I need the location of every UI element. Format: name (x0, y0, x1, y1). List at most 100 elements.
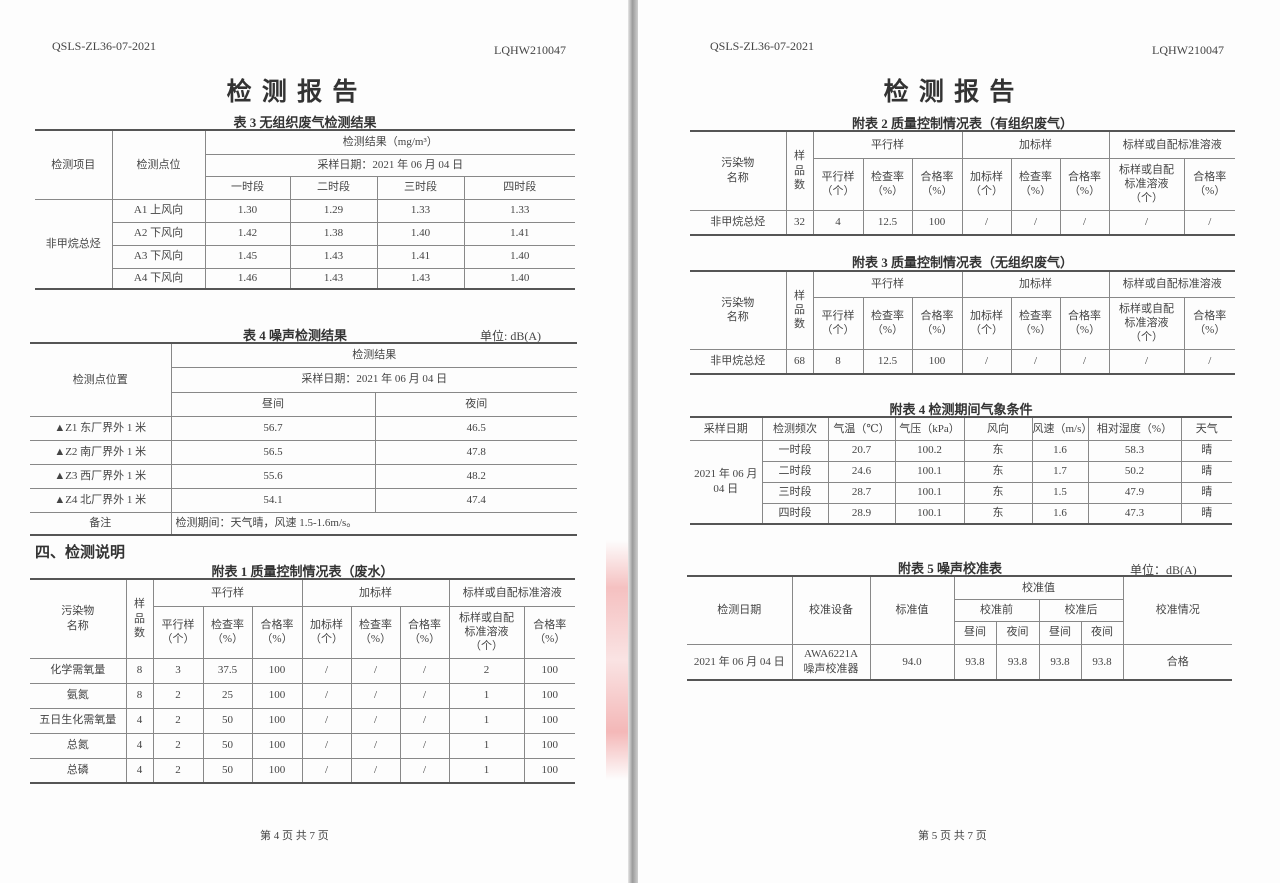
pollutant-name: 非甲烷总烃 (690, 209, 787, 236)
group-spike: 加标样 (301, 578, 450, 607)
group-standard: 标样或自配标准溶液 (448, 578, 576, 607)
header-row: 污染物 名称样 品 数平行样 加标样 标样或自配标准溶液 (690, 270, 1236, 350)
qc-value: 8 (125, 682, 154, 709)
page-title: 检 测 报 告 (226, 79, 360, 106)
monitoring-point: ▲Z2 南厂界外 1 米 (30, 439, 172, 465)
pollutant-name: 总氮 (30, 732, 127, 759)
qc-value: 100 (523, 682, 576, 709)
qc-value: / (1010, 348, 1061, 375)
noise-value: 54.1 (170, 487, 376, 513)
qc-value: 1 (448, 707, 525, 734)
table4-unit: 单位: dB(A) (480, 329, 541, 343)
sampling-date: 采样日期：2021 年 06 月 04 日 (171, 366, 577, 393)
monitoring-point: ▲Z4 北厂界外 1 米 (30, 487, 172, 513)
calibration-value: 94.0 (869, 643, 955, 681)
qc-value: / (301, 732, 352, 759)
table-row: 非甲烷总烃 A1 上风向 1.30 1.29 1.33 1.33 (35, 198, 576, 290)
table3-exhaust-results: 检测项目 检测点位 检测结果（mg/m³） 采样日期：2021 年 06 月 0… (35, 129, 576, 290)
table-row: A4 下风向 1.46 1.43 1.43 1.40 (35, 267, 576, 290)
page-title: 检 测 报 告 (883, 79, 1017, 106)
weather-value: 28.9 (827, 502, 896, 525)
section-title: 四、检测说明 (35, 545, 126, 561)
qc-value: 100 (523, 732, 576, 759)
qc-value: 100 (911, 209, 963, 236)
result-value: 1.41 (376, 244, 465, 269)
qc-value: / (350, 707, 401, 734)
group-parallel: 平行样 (812, 130, 963, 159)
result-header: 检测结果（mg/m³） (204, 129, 576, 155)
col-point: 检测点位置 (30, 342, 172, 417)
qc-value: / (961, 209, 1012, 236)
sampling-date: 2021 年 06 月 04 日 (690, 439, 763, 525)
col-header: 天气 (1180, 416, 1232, 441)
qc-value: 1 (448, 682, 525, 709)
qc-value: 32 (785, 209, 814, 236)
qc-value: / (399, 657, 450, 684)
col-subheader: 检查率 （%） (1010, 157, 1061, 211)
col-subheader: 检查率 （%） (1010, 296, 1061, 350)
table-row: 2021 年 06 月 04 日 AWA6221A 噪声校准器 94.0 93.8 93… (687, 643, 1232, 681)
qc-value: 50 (202, 732, 253, 759)
group-parallel: 平行样 (152, 578, 303, 607)
result-value: 1.40 (463, 267, 576, 290)
page-footer: 第 4 页 共 7 页 (260, 830, 329, 842)
col-subheader: 标样或自配 标准溶液 （个） (1108, 157, 1185, 211)
calibration-value: 93.8 (1080, 643, 1124, 681)
doc-code: QSLS-ZL36-07-2021 (52, 39, 156, 53)
page-footer: 第 5 页 共 7 页 (918, 830, 987, 842)
col-pollutant: 污染物 名称 (690, 130, 787, 211)
group-spike: 加标样 (961, 130, 1110, 159)
table-row: 五日生化需氧量 4 2 50 100///1 100 (30, 707, 576, 734)
table3-caption: 表 3 无组织废气检测结果 (233, 115, 377, 130)
qc-value: / (1183, 348, 1236, 375)
table-row: 非甲烷总烃 68 8 12.5 100// / / / (690, 348, 1236, 375)
table4-caption: 表 4 噪声检测结果 (242, 328, 347, 343)
weather-value: 晴 (1180, 481, 1232, 504)
table-row: 氨氮 8 2 25 100///1 100 (30, 682, 576, 709)
qc-value: / (301, 757, 352, 784)
noise-value: 56.7 (170, 415, 376, 441)
weather-value: 100.1 (894, 460, 965, 483)
qc-value: 100 (911, 348, 963, 375)
col-header: 气温（℃） (827, 416, 896, 441)
qc-value: / (1059, 348, 1110, 375)
qc-value: 2 (152, 732, 204, 759)
table-row: 三时段 28.7 100.1 东 1.5 47.9 晴 (690, 481, 1232, 504)
report-page-4: QSLS-ZL36-07-2021 LQHW210047 检 测 报 告 表 3… (0, 0, 632, 883)
calibration-value: 93.8 (953, 643, 997, 681)
col-night: 夜间 (995, 620, 1040, 645)
period: 二时段 (289, 175, 378, 200)
report-number: LQHW210047 (494, 43, 566, 57)
weather-value: 东 (963, 439, 1033, 462)
result-value: 1.46 (204, 267, 291, 290)
qc-value: / (1108, 348, 1185, 375)
qc-value: / (961, 348, 1012, 375)
pollutant-name: 化学需氧量 (30, 657, 127, 684)
header-row: 平行样 （个） 检查率 （%） 合格率 （%） 加标样 （个） 检查率 （%） 合格率 （… (690, 157, 1236, 211)
qc-value: / (350, 682, 401, 709)
weather-value: 28.7 (827, 481, 896, 504)
col-status: 校准情况 (1122, 575, 1232, 645)
col-day: 昼间 (954, 620, 997, 645)
monitoring-point: ▲Z1 东厂界外 1 米 (30, 415, 172, 441)
qc-value: 3 (152, 657, 204, 684)
result-value: 1.33 (463, 198, 576, 223)
weather-value: 100.2 (894, 439, 965, 462)
qc-value: 4 (125, 757, 154, 784)
col-subheader: 加标样 （个） (301, 605, 352, 659)
qc-value: 100 (523, 757, 576, 784)
weather-value: 1.7 (1031, 460, 1089, 483)
qc-value: 8 (812, 348, 864, 375)
col-subheader: 合格率 （%） (1059, 157, 1110, 211)
qc3-unorganized-exhaust-table: 污染物 名称样 品 数平行样 加标样 标样或自配标准溶液 平行样 （个） 检查率 （%）… (690, 270, 1236, 375)
result-value: 1.41 (463, 221, 576, 246)
result-value: 1.43 (376, 267, 465, 290)
table-row: 非甲烷总烃 32 4 12.5 100// / / / (690, 209, 1236, 236)
qc-value: 100 (251, 657, 303, 684)
result-value: 1.30 (204, 198, 291, 223)
col-subheader: 合格率 （%） (1183, 157, 1236, 211)
col-subheader: 检查率 （%） (862, 296, 913, 350)
qc-value: / (1059, 209, 1110, 236)
col-pollutant: 污染物 名称 (30, 578, 127, 659)
qc-value: 25 (202, 682, 253, 709)
